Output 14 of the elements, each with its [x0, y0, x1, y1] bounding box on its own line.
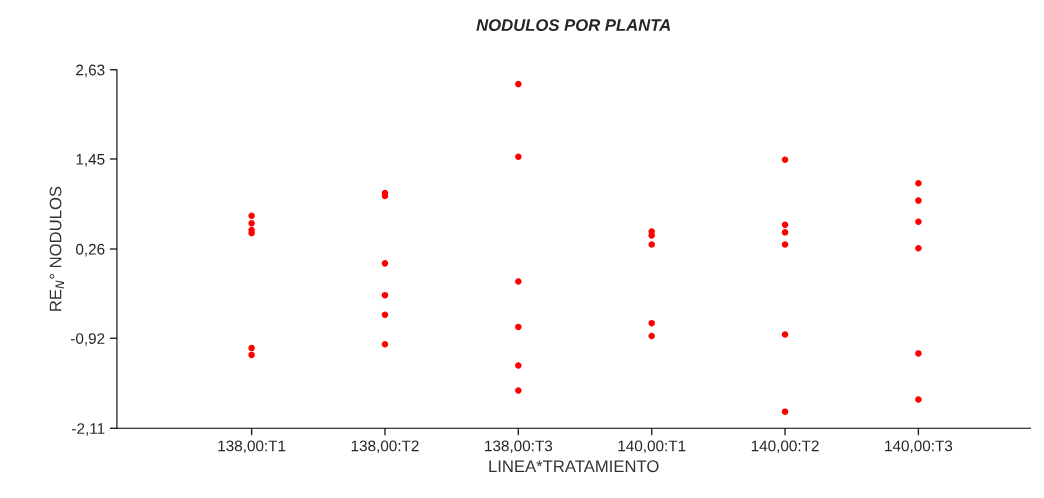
x-tick-label: 140,00:T2: [751, 440, 819, 454]
y-tick-label: 0,26: [75, 243, 105, 257]
y-tick-label: -2,11: [72, 423, 105, 436]
y-axis-title: RE$_{N}$° NODULOS: [49, 186, 64, 311]
x-tick-label: 138,00:T3: [485, 440, 553, 454]
x-axis-title: LINEA*TRATAMIENTO: [489, 460, 659, 473]
x-tick-label: 140,00:T3: [885, 440, 953, 454]
chart-title: NODULOS POR PLANTA: [476, 19, 671, 31]
x-tick-label: 138,00:T1: [218, 440, 286, 454]
x-tick-label: 140,00:T1: [618, 440, 686, 454]
x-tick-label: 138,00:T2: [351, 440, 419, 454]
y-tick-label: 2,63: [76, 64, 105, 78]
y-tick-label: 1,45: [76, 154, 105, 167]
y-tick-label: -0,92: [70, 333, 105, 346]
